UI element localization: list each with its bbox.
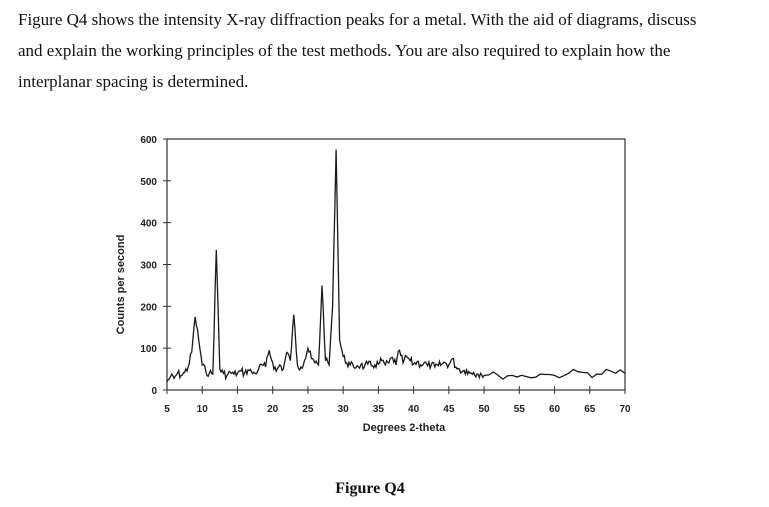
figure-caption: Figure Q4 <box>335 480 405 497</box>
x-tick-label: 60 <box>549 404 561 415</box>
y-tick-label: 600 <box>140 135 157 146</box>
plot-frame <box>166 138 626 391</box>
x-tick-label: 15 <box>232 404 244 415</box>
x-tick-label: 5 <box>164 404 170 415</box>
x-tick-label: 45 <box>443 404 455 415</box>
y-axis-title: Counts per second <box>115 235 127 335</box>
y-tick-label: 300 <box>140 261 157 272</box>
x-tick-label: 70 <box>619 404 631 415</box>
y-tick-label: 400 <box>140 219 157 230</box>
question-line-1: Figure Q4 shows the intensity X-ray diff… <box>18 10 697 29</box>
x-tick-label: 35 <box>373 404 385 415</box>
y-tick-label: 500 <box>140 177 157 188</box>
x-tick-label: 55 <box>514 404 526 415</box>
x-tick-label: 50 <box>479 404 491 415</box>
y-tick-label: 0 <box>151 386 157 397</box>
x-tick-label: 40 <box>408 404 420 415</box>
data-series-line <box>166 149 626 382</box>
question-line-2: and explain the working principles of th… <box>18 41 671 60</box>
question-text: Figure Q4 shows the intensity X-ray diff… <box>18 4 758 97</box>
question-line-3: interplanar spacing is determined. <box>18 72 249 91</box>
x-tick-label: 20 <box>267 404 279 415</box>
y-tick-label: 200 <box>140 302 157 313</box>
x-tick-label: 25 <box>302 404 314 415</box>
x-tick-label: 10 <box>197 404 209 415</box>
x-tick-label: 65 <box>584 404 596 415</box>
x-tick-label: 30 <box>338 404 350 415</box>
x-axis-title: Degrees 2-theta <box>363 422 446 434</box>
y-tick-label: 100 <box>140 344 157 355</box>
